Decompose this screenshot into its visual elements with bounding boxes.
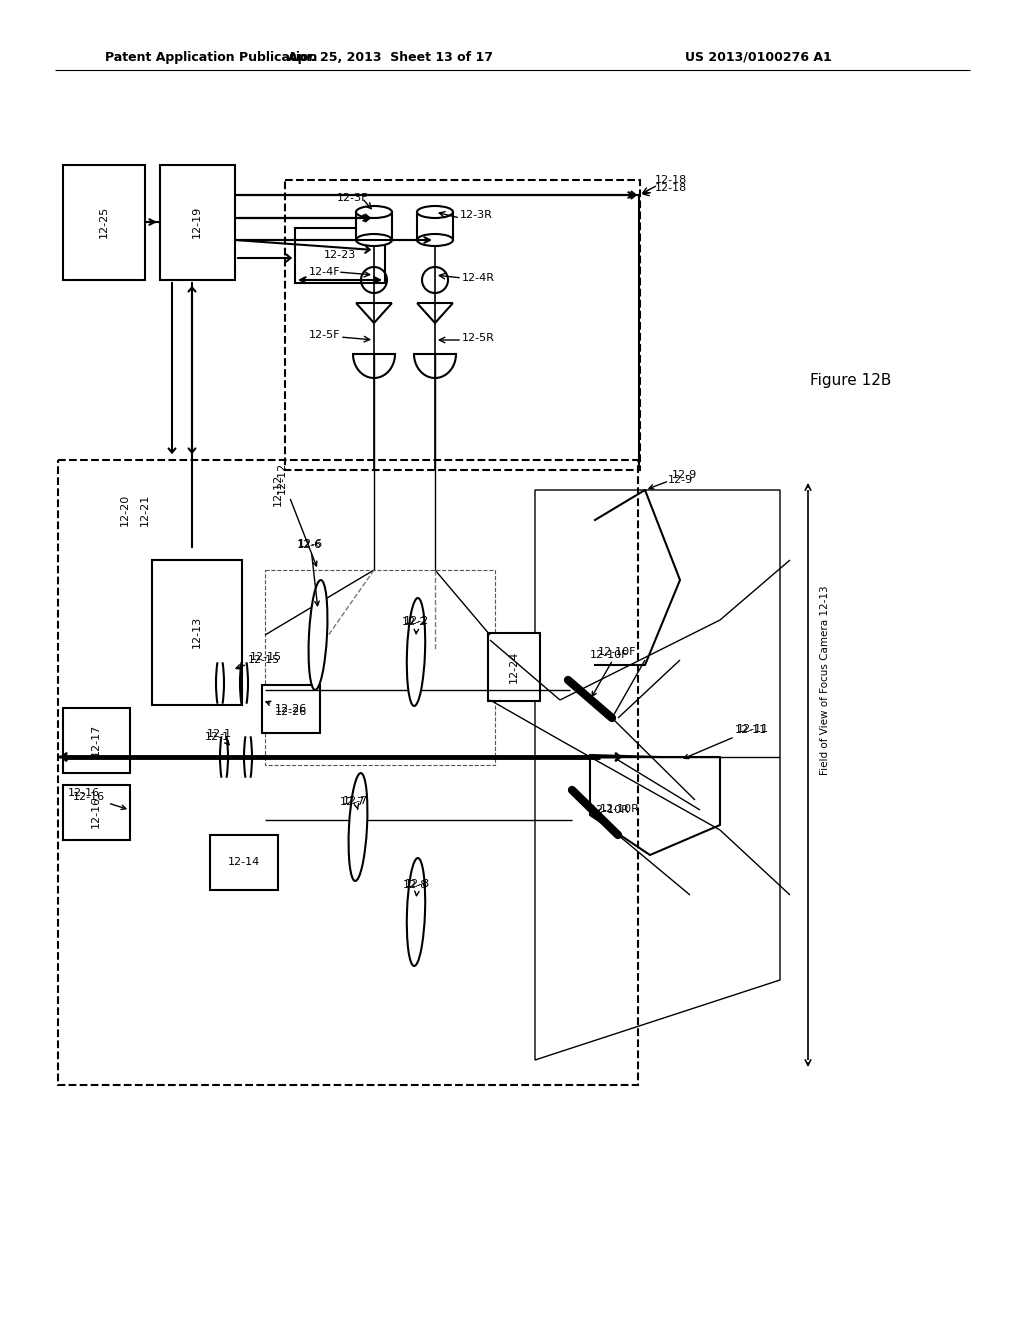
Text: 12-10F: 12-10F: [592, 647, 637, 696]
Text: 12-14: 12-14: [228, 857, 260, 867]
Ellipse shape: [417, 206, 453, 218]
Text: 12-6: 12-6: [298, 539, 324, 606]
Text: 12-21: 12-21: [140, 494, 150, 527]
Text: 12-3F: 12-3F: [337, 193, 368, 203]
Text: 12-18: 12-18: [655, 176, 687, 185]
Text: 12-7: 12-7: [343, 796, 369, 809]
Text: 12-18: 12-18: [655, 183, 687, 193]
Text: 12-4F: 12-4F: [308, 267, 340, 277]
Text: 12-4R: 12-4R: [462, 273, 495, 282]
Text: 12-15: 12-15: [248, 655, 281, 665]
Text: 12-25: 12-25: [99, 206, 109, 238]
Text: US 2013/0100276 A1: US 2013/0100276 A1: [685, 50, 831, 63]
Bar: [488, 634, 540, 701]
Bar: [58, 459, 638, 1085]
Text: 12-2: 12-2: [402, 616, 427, 627]
Text: 12-15: 12-15: [237, 652, 283, 669]
Ellipse shape: [407, 598, 425, 706]
Text: 12-10R: 12-10R: [596, 804, 640, 814]
Ellipse shape: [308, 579, 328, 690]
Ellipse shape: [417, 234, 453, 246]
Bar: [63, 708, 130, 774]
Bar: [417, 213, 453, 240]
Text: 12-20: 12-20: [120, 494, 130, 527]
Text: 12-1: 12-1: [205, 733, 230, 742]
Bar: [285, 180, 640, 470]
Text: Figure 12B: Figure 12B: [810, 372, 891, 388]
Text: 12-11: 12-11: [684, 723, 769, 759]
Bar: [160, 165, 234, 280]
Text: 12-16: 12-16: [68, 788, 100, 799]
Text: 12-9: 12-9: [668, 475, 693, 484]
Text: 12-10F: 12-10F: [590, 649, 629, 660]
Ellipse shape: [407, 858, 425, 966]
Bar: [210, 836, 278, 890]
Text: 12-11: 12-11: [735, 725, 767, 735]
Text: 12-10R: 12-10R: [590, 805, 630, 814]
Text: 12-24: 12-24: [509, 651, 519, 684]
Text: 12-12: 12-12: [273, 474, 283, 506]
Ellipse shape: [348, 774, 368, 880]
Text: 12-19: 12-19: [193, 206, 202, 238]
Text: 12-7: 12-7: [340, 797, 366, 807]
Text: 12-6: 12-6: [297, 540, 323, 550]
Bar: [63, 165, 145, 280]
Text: 12-23: 12-23: [324, 249, 356, 260]
Text: 12-3R: 12-3R: [460, 210, 493, 220]
Text: 12-12: 12-12: [278, 462, 316, 566]
Ellipse shape: [356, 234, 392, 246]
Text: 12-26: 12-26: [274, 704, 307, 714]
Text: 12-26: 12-26: [266, 701, 307, 717]
Bar: [152, 560, 242, 705]
Text: 12-16: 12-16: [73, 792, 126, 809]
Text: Field of View of Focus Camera 12-13: Field of View of Focus Camera 12-13: [820, 585, 830, 775]
Bar: [262, 685, 319, 733]
Text: 12-5R: 12-5R: [462, 333, 495, 343]
Text: Patent Application Publication: Patent Application Publication: [105, 50, 317, 63]
Bar: [356, 213, 392, 240]
Text: 12-8: 12-8: [406, 879, 430, 896]
Text: 12-8: 12-8: [403, 880, 428, 890]
Text: 12-16: 12-16: [91, 796, 101, 828]
Text: 12-1: 12-1: [207, 729, 232, 744]
Text: 12-2: 12-2: [404, 616, 429, 634]
Text: 12-17: 12-17: [91, 723, 101, 756]
Bar: [295, 228, 385, 282]
Bar: [63, 785, 130, 840]
Bar: [265, 570, 495, 766]
Text: 12-9: 12-9: [649, 470, 697, 488]
Ellipse shape: [356, 206, 392, 218]
Text: Apr. 25, 2013  Sheet 13 of 17: Apr. 25, 2013 Sheet 13 of 17: [288, 50, 493, 63]
Text: 12-13: 12-13: [193, 616, 202, 648]
Text: 12-5F: 12-5F: [308, 330, 340, 341]
